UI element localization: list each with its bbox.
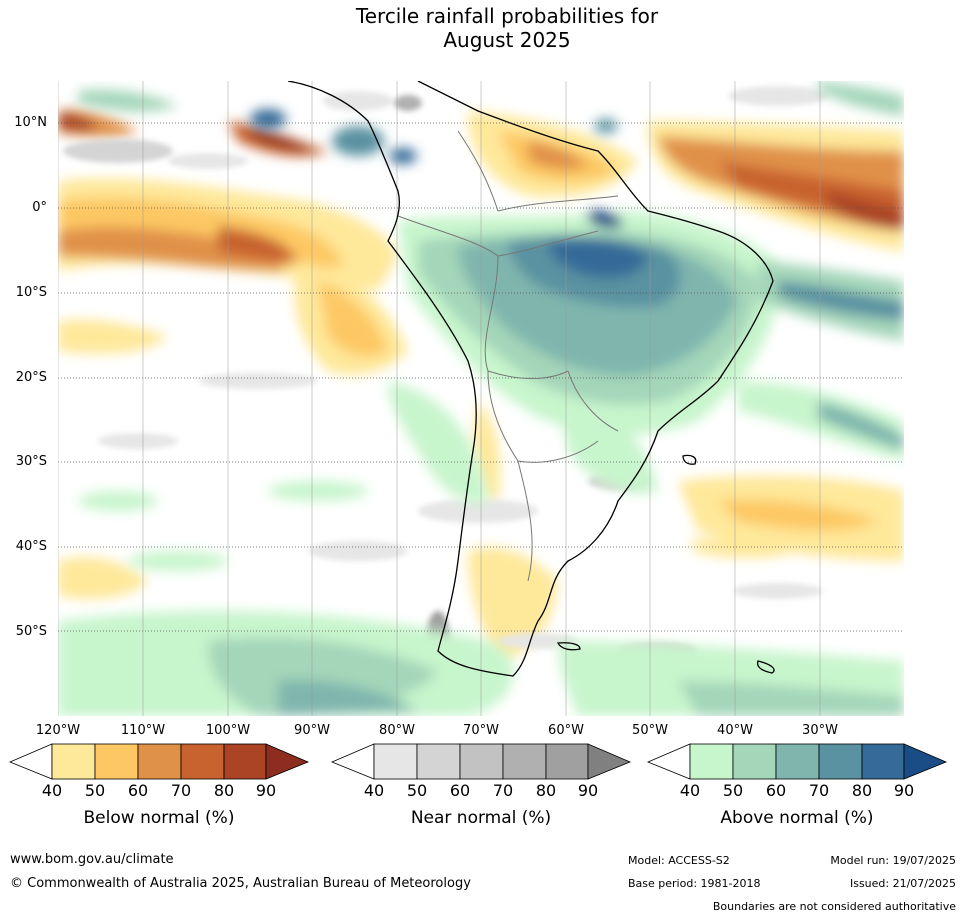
- cbar1-tick-40: 40: [41, 781, 63, 800]
- footer-copyright: © Commonwealth of Australia 2025, Austra…: [10, 876, 471, 891]
- footer-url[interactable]: www.bom.gov.au/climate: [10, 852, 174, 867]
- map-canvas: [58, 81, 904, 716]
- lat-label-0: 0°: [32, 200, 47, 215]
- cbar2-tick-90: 90: [577, 781, 599, 800]
- cbar3-tick-70: 70: [808, 781, 830, 800]
- cbar1-tick-50: 50: [84, 781, 106, 800]
- lon-label-80w: 80°W: [379, 723, 415, 738]
- cbar1-tick-80: 80: [213, 781, 235, 800]
- cbar1-tick-60: 60: [127, 781, 149, 800]
- probability-map: [58, 81, 904, 716]
- colorbar-above-normal: [646, 743, 948, 780]
- lon-label-60w: 60°W: [548, 723, 584, 738]
- lat-label-50s: 50°S: [15, 624, 47, 639]
- cbar2-tick-70: 70: [492, 781, 514, 800]
- lon-label-120w: 120°W: [35, 723, 81, 738]
- lon-label-50w: 50°W: [632, 723, 668, 738]
- cbar1-title: Below normal (%): [83, 808, 235, 828]
- lon-label-30w: 30°W: [802, 723, 838, 738]
- above-normal-regions: [58, 81, 904, 716]
- lat-label-10s: 10°S: [15, 285, 47, 300]
- cbar3-tick-40: 40: [679, 781, 701, 800]
- title-line-2: August 2025: [443, 28, 571, 52]
- colorbar-below-normal: [8, 743, 310, 780]
- footer-disclaimer: Boundaries are not considered authoritat…: [712, 900, 956, 913]
- below-normal-regions: [58, 110, 904, 661]
- cbar3-title: Above normal (%): [720, 808, 874, 828]
- cbar3-tick-80: 80: [851, 781, 873, 800]
- cbar2-tick-80: 80: [535, 781, 557, 800]
- cbar3-tick-60: 60: [765, 781, 787, 800]
- country-borders: [397, 130, 619, 582]
- lon-label-40w: 40°W: [717, 723, 753, 738]
- cbar2-tick-40: 40: [363, 781, 385, 800]
- coastline: [287, 81, 775, 677]
- lon-label-70w: 70°W: [463, 723, 499, 738]
- lon-label-100w: 100°W: [205, 723, 251, 738]
- lat-label-10n: 10°N: [14, 115, 47, 130]
- lat-label-20s: 20°S: [15, 370, 47, 385]
- lon-label-110w: 110°W: [120, 723, 166, 738]
- footer-base-period: Base period: 1981-2018: [628, 877, 761, 890]
- cbar3-tick-50: 50: [722, 781, 744, 800]
- cbar2-tick-60: 60: [449, 781, 471, 800]
- footer-model-run: Model run: 19/07/2025: [830, 854, 956, 867]
- cbar2-title: Near normal (%): [410, 808, 552, 828]
- title-line-1: Tercile rainfall probabilities for: [355, 4, 659, 28]
- lat-label-40s: 40°S: [15, 539, 47, 554]
- cbar1-tick-90: 90: [255, 781, 277, 800]
- lon-label-90w: 90°W: [294, 723, 330, 738]
- footer-model: Model: ACCESS-S2: [628, 854, 730, 867]
- footer-issued: Issued: 21/07/2025: [849, 877, 956, 890]
- map-title: Tercile rainfall probabilities for Augus…: [0, 4, 965, 52]
- cbar2-tick-50: 50: [406, 781, 428, 800]
- cbar1-tick-70: 70: [170, 781, 192, 800]
- cbar3-tick-90: 90: [893, 781, 915, 800]
- colorbar-near-normal: [330, 743, 632, 780]
- lat-label-30s: 30°S: [15, 454, 47, 469]
